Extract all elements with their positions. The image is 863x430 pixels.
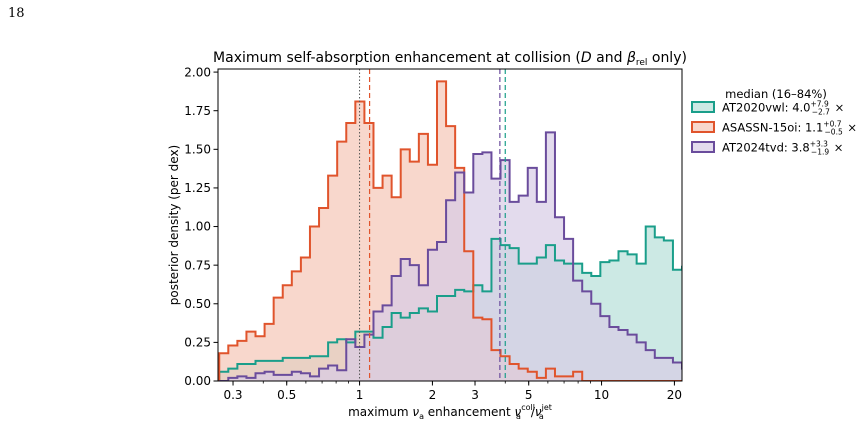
bar-at2020vwl-54 [709,244,718,381]
bar-at2024tvd-54 [709,373,718,381]
bar-at2024tvd-53 [700,370,709,381]
bar-at2024tvd-52 [691,373,700,381]
page-number: 18 [8,6,25,21]
x-tick-label: 1 [356,388,364,402]
x-tick-label: 0.3 [223,388,242,402]
series-line-asassn-15oi [218,80,682,381]
y-axis-label: posterior density (per dex) [167,145,181,305]
bar-at2020vwl-52 [691,244,700,381]
y-tick-label: 1.25 [184,181,211,195]
bar-at2020vwl-64 [800,291,809,381]
legend-swatch-at2020vwl [691,101,715,113]
bar-at2020vwl-63 [791,285,800,381]
legend-label-at2024tvd: AT2024tvd: 3.8+3.3 −1.9 × [722,140,843,157]
y-tick-label: 0.25 [184,336,211,350]
bar-at2020vwl-51 [682,267,691,381]
legend: median (16–84%) AT2020vwl: 4.0+7.9 −2.7 ×… [691,87,857,157]
bar-at2020vwl-53 [700,264,709,381]
y-tick-label: 2.00 [184,65,211,79]
bar-at2020vwl-57 [736,267,745,381]
bar-at2020vwl-56 [727,261,736,381]
y-tick-label: 1.00 [184,220,211,234]
bar-at2020vwl-59 [755,290,764,381]
bar-at2020vwl-62 [782,291,791,381]
x-axis-label: maximum νa enhancement νcoll a/νjet a [348,403,552,421]
bar-at2024tvd-57 [736,378,745,381]
bar-at2020vwl-61 [773,298,782,381]
y-tick-label: 0.75 [184,258,211,272]
x-axis-ticks: 0.3 0.5 1 2 3 5 10 20 [223,381,682,402]
chart-title: Maximum self-absorption enhancement at c… [213,50,687,68]
bar-at2024tvd-56 [727,378,736,381]
plot-frame [217,68,683,382]
y-axis-ticks: 0.00 0.25 0.50 0.75 1.00 1.25 1.50 1.75 2.00 [184,65,218,388]
bar-at2020vwl-67 [827,311,836,381]
x-tick-label: 0.5 [277,388,296,402]
legend-swatch-at2024tvd [691,141,715,153]
legend-title: median (16–84%) [725,87,827,101]
legend-label-asassn-15oi: ASASSN-15oi: 1.1+0.7 −0.5 × [722,120,857,137]
y-tick-label: 0.00 [184,374,211,388]
legend-label-at2020vwl: AT2020vwl: 4.0+7.9 −2.7 × [722,100,844,117]
bar-at2024tvd-55 [718,376,727,381]
x-tick-label: 3 [471,388,479,402]
legend-swatch-asassn-15oi [691,121,715,133]
bar-at2020vwl-66 [818,307,827,381]
x-tick-label: 10 [594,388,609,402]
bar-at2020vwl-60 [764,307,773,381]
x-tick-label: 5 [525,388,533,402]
y-tick-label: 0.50 [184,297,211,311]
median-lines [359,69,506,381]
bar-at2020vwl-58 [746,285,755,381]
bar-at2024tvd-51 [682,369,691,381]
bar-at2020vwl-65 [809,296,818,381]
series-fill-at2024tvd [219,132,682,381]
x-tick-label: 2 [429,388,437,402]
bar-at2020vwl-55 [718,273,727,381]
y-tick-label: 1.50 [184,143,211,157]
series-fills [219,81,836,381]
series-line-at2020vwl [218,225,682,381]
x-tick-label: 20 [667,388,682,402]
y-tick-label: 1.75 [184,104,211,118]
